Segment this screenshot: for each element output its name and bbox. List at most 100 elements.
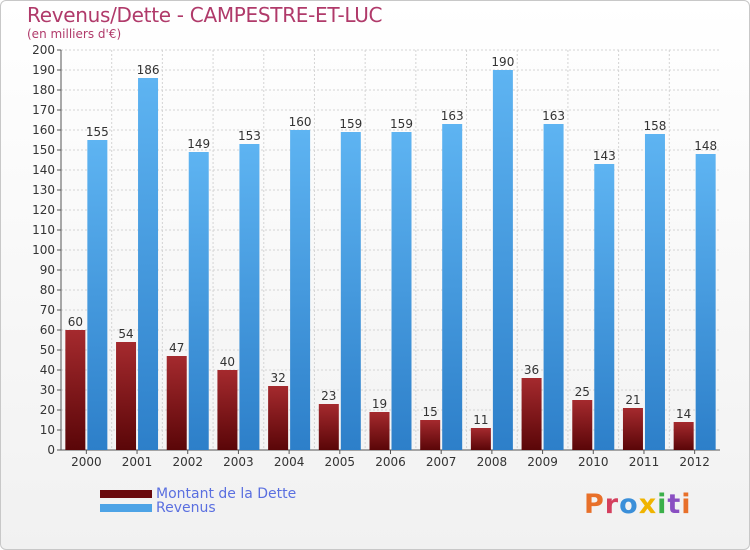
- y-tick-label: 90: [40, 263, 55, 277]
- data-label-revenus-2010: 143: [593, 149, 616, 163]
- y-tick-label: 10: [40, 423, 55, 437]
- logo-letter: x: [638, 489, 658, 520]
- data-label-dette-2008: 11: [473, 413, 488, 427]
- bar-revenus-2010: [594, 164, 615, 450]
- y-tick-label: 60: [40, 323, 55, 337]
- y-tick-label: 190: [32, 63, 55, 77]
- y-tick-label: 70: [40, 303, 55, 317]
- x-tick-label: 2008: [477, 455, 508, 469]
- data-label-dette-2002: 47: [169, 341, 184, 355]
- legend-label-revenus: Revenus: [156, 500, 216, 516]
- y-tick-label: 180: [32, 83, 55, 97]
- x-tick-label: 2009: [527, 455, 558, 469]
- y-tick-label: 40: [40, 363, 55, 377]
- data-label-dette-2010: 25: [575, 385, 590, 399]
- bar-dette-2002: [166, 356, 187, 450]
- data-label-dette-2011: 21: [625, 393, 640, 407]
- bar-dette-2008: [470, 428, 491, 450]
- data-label-dette-2001: 54: [118, 327, 133, 341]
- bar-revenus-2009: [543, 124, 564, 450]
- bar-dette-2011: [622, 408, 643, 450]
- data-label-dette-2009: 36: [524, 363, 539, 377]
- legend-label-dette: Montant de la Dette: [156, 486, 297, 502]
- data-label-revenus-2011: 158: [644, 119, 667, 133]
- data-label-dette-2007: 15: [423, 405, 438, 419]
- y-tick-label: 160: [32, 123, 55, 137]
- logo-letter: t: [667, 489, 682, 520]
- y-tick-label: 140: [32, 163, 55, 177]
- y-tick-label: 0: [47, 443, 55, 457]
- x-tick-label: 2006: [375, 455, 406, 469]
- y-tick-label: 150: [32, 143, 55, 157]
- x-tick-label: 2003: [223, 455, 254, 469]
- data-label-revenus-2002: 149: [187, 137, 210, 151]
- legend-item-dette: Montant de la Dette: [100, 486, 297, 502]
- bar-revenus-2002: [188, 152, 209, 450]
- proxiti-logo: Proxiti: [584, 489, 692, 520]
- bar-revenus-2004: [290, 130, 311, 450]
- data-label-revenus-2012: 148: [694, 139, 717, 153]
- x-tick-label: 2000: [71, 455, 102, 469]
- bar-dette-2012: [673, 422, 694, 450]
- y-tick-label: 50: [40, 343, 55, 357]
- data-label-revenus-2009: 163: [542, 109, 565, 123]
- bar-revenus-2007: [442, 124, 463, 450]
- bar-dette-2003: [217, 370, 238, 450]
- legend-item-revenus: Revenus: [100, 500, 216, 516]
- x-tick-labels: 2000 2001 2002 2003 2004 2005 2006 2007 2008 2009…: [71, 455, 710, 469]
- data-label-revenus-2000: 155: [86, 125, 109, 139]
- x-tick-label: 2002: [172, 455, 203, 469]
- bar-revenus-2006: [391, 132, 412, 450]
- bar-dette-2004: [268, 386, 289, 450]
- logo-letter: P: [584, 489, 605, 520]
- logo-letter: o: [619, 489, 639, 520]
- logo-letter: i: [681, 489, 692, 520]
- bar-dette-2007: [420, 420, 441, 450]
- data-label-dette-2004: 32: [270, 371, 285, 385]
- data-label-revenus-2004: 160: [289, 115, 312, 129]
- bar-revenus-2003: [239, 144, 260, 450]
- chart-title: Revenus/Dette - CAMPESTRE-ET-LUC: [27, 3, 383, 27]
- data-label-dette-2012: 14: [676, 407, 691, 421]
- data-labels: 60 155 54 186 47 149 40 153 32 160 23 159 19 159 15 163…: [68, 55, 717, 427]
- data-label-revenus-2003: 153: [238, 129, 261, 143]
- y-tick-label: 30: [40, 383, 55, 397]
- bar-revenus-2005: [340, 132, 361, 450]
- data-label-dette-2003: 40: [220, 355, 235, 369]
- data-label-dette-2000: 60: [68, 315, 83, 329]
- y-tick-label: 100: [32, 243, 55, 257]
- data-label-revenus-2006: 159: [390, 117, 413, 131]
- x-tick-label: 2011: [629, 455, 660, 469]
- y-tick-label: 130: [32, 183, 55, 197]
- data-label-dette-2005: 23: [321, 389, 336, 403]
- bar-dette-2009: [521, 378, 542, 450]
- legend-swatch-revenus: [100, 504, 152, 512]
- x-tick-label: 2001: [122, 455, 153, 469]
- bar-dette-2000: [65, 330, 86, 450]
- bar-revenus-2001: [138, 78, 159, 450]
- bars: [65, 70, 716, 450]
- x-tick-label: 2012: [679, 455, 710, 469]
- y-tick-label: 170: [32, 103, 55, 117]
- y-tick-label: 200: [32, 43, 55, 57]
- y-tick-label: 110: [32, 223, 55, 237]
- bar-revenus-2011: [644, 134, 665, 450]
- grid: [61, 49, 720, 451]
- y-tick-label: 20: [40, 403, 55, 417]
- x-tick-label: 2004: [274, 455, 305, 469]
- x-tick-label: 2005: [325, 455, 356, 469]
- y-tick-labels: 0 10 20 30 40 50 60 70 80 90 100 110 120 130 140 150 160…: [32, 43, 55, 457]
- bar-dette-2010: [572, 400, 593, 450]
- data-label-revenus-2008: 190: [491, 55, 514, 69]
- x-tick-label: 2010: [578, 455, 609, 469]
- data-label-revenus-2005: 159: [339, 117, 362, 131]
- data-label-revenus-2001: 186: [137, 63, 160, 77]
- data-label-dette-2006: 19: [372, 397, 387, 411]
- bar-dette-2006: [369, 412, 390, 450]
- y-tick-label: 80: [40, 283, 55, 297]
- y-tick-label: 120: [32, 203, 55, 217]
- chart-subtitle: (en milliers d'€): [27, 27, 122, 41]
- bar-dette-2005: [318, 404, 339, 450]
